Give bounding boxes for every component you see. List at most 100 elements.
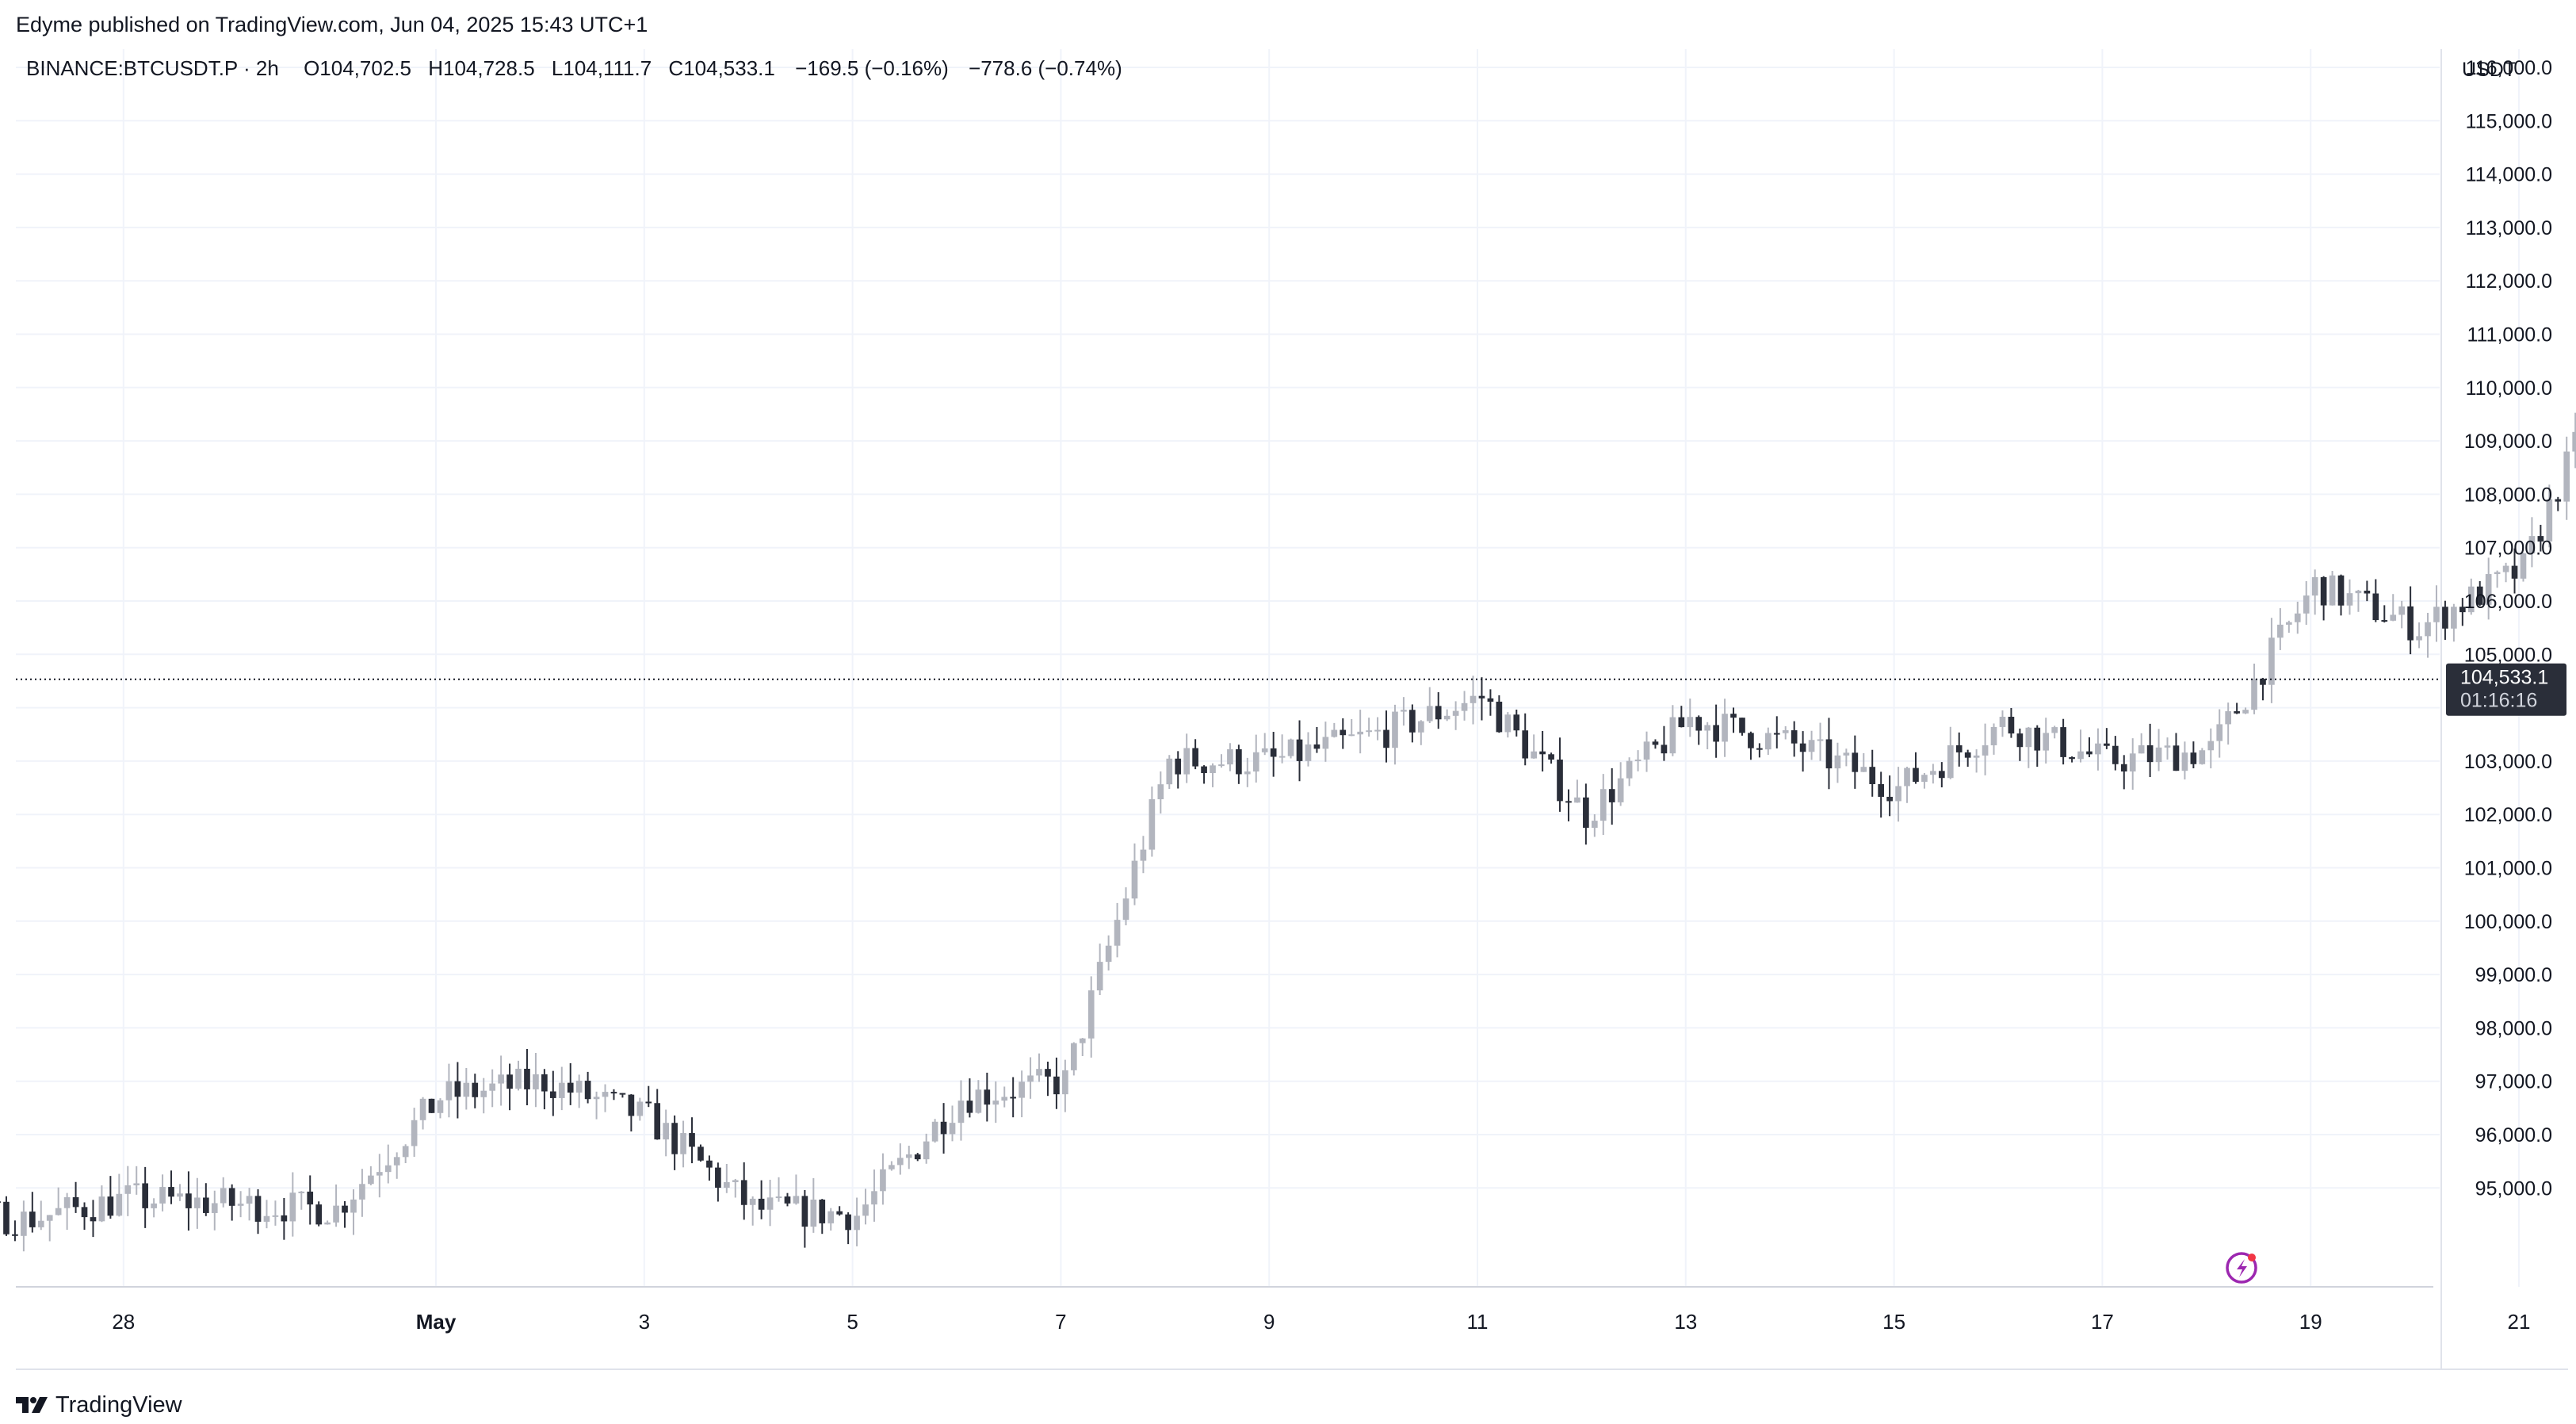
candle-up	[1227, 749, 1233, 765]
candle-up	[1210, 765, 1216, 773]
candle-up	[437, 1100, 444, 1113]
candle-down	[2190, 752, 2197, 764]
candle-down	[1661, 745, 1668, 754]
candle-up	[2311, 576, 2318, 596]
candle-up	[2329, 575, 2336, 606]
candle-up	[575, 1081, 583, 1093]
candle-up	[21, 1212, 27, 1236]
candle-up	[880, 1169, 886, 1192]
candle-up	[1990, 726, 1997, 745]
price-tick-label: 115,000.0	[2466, 110, 2552, 132]
time-axis[interactable]: 242628May357911131517192123252729Jun357	[0, 1310, 2576, 1334]
candle-down	[1478, 695, 1485, 699]
candle-up	[827, 1211, 835, 1223]
candle-up	[2051, 727, 2058, 733]
candle-up	[1669, 717, 1676, 754]
time-tick-label: 15	[1882, 1310, 1905, 1334]
chart-area[interactable]: 95,000.0 96,000.0 97,000.0 98,000.0 99,000.0…	[0, 41, 2576, 1377]
candle-up	[393, 1157, 400, 1166]
candle-up	[1947, 745, 1954, 779]
candle-up	[124, 1185, 132, 1194]
price-tick-label: 97,000.0	[2475, 1071, 2552, 1093]
candle-up	[854, 1215, 860, 1231]
candle-up	[2225, 711, 2232, 725]
footer: TradingView	[16, 1389, 182, 1421]
candle-down	[671, 1123, 678, 1154]
candle-up	[1973, 755, 1980, 758]
candle-up	[723, 1181, 730, 1188]
candle-up	[2355, 590, 2362, 594]
flash-icon[interactable]	[2226, 1252, 2257, 1284]
legend-high: 104,728.5	[443, 56, 535, 80]
candle-up	[246, 1196, 253, 1204]
candle-down	[819, 1199, 826, 1223]
candle-up	[1036, 1069, 1042, 1076]
candle-up	[55, 1208, 62, 1215]
candle-down	[1496, 701, 1503, 733]
candle-up	[1357, 731, 1364, 735]
legend-symbol: BINANCE:BTCUSDT.P · 2h	[26, 56, 279, 80]
candle-down	[1878, 783, 1885, 797]
candle-down	[541, 1074, 548, 1092]
candle-down	[428, 1098, 435, 1113]
candle-down	[1955, 745, 1963, 752]
candle-down	[610, 1092, 617, 1094]
candle-up	[905, 1154, 912, 1158]
candle-down	[1565, 801, 1572, 803]
candle-down	[142, 1183, 149, 1208]
candle-up	[1531, 751, 1538, 759]
candle-up	[1574, 797, 1580, 803]
candle-up	[445, 1081, 453, 1101]
candle-down	[0, 1201, 1, 1204]
candle-up	[2346, 593, 2353, 606]
candle-up	[2467, 586, 2475, 613]
time-tick-label: 7	[1055, 1310, 1066, 1334]
candle-down	[185, 1193, 192, 1208]
candle-up	[2563, 451, 2570, 502]
candle-up	[498, 1074, 504, 1084]
candle-up	[1895, 786, 1901, 802]
price-tick-label: 114,000.0	[2466, 164, 2552, 186]
candle-down	[801, 1196, 808, 1227]
candle-up	[116, 1193, 123, 1216]
candle-up	[1764, 733, 1771, 750]
candle-up	[1131, 860, 1138, 899]
candle-down	[524, 1068, 530, 1089]
candle-down	[698, 1146, 704, 1161]
publish-info: Edyme published on TradingView.com, Jun …	[16, 13, 648, 36]
candle-up	[1443, 715, 1450, 720]
candle-up	[2095, 743, 2101, 755]
candle-up	[1687, 717, 1694, 728]
candle-up	[871, 1191, 877, 1205]
chart-svg[interactable]: 95,000.0 96,000.0 97,000.0 98,000.0 99,000.0…	[0, 41, 2576, 1377]
candle-up	[896, 1158, 904, 1166]
candle-up	[1087, 990, 1095, 1039]
candle-down	[315, 1204, 323, 1225]
candle-up	[463, 1082, 470, 1097]
time-tick-label: 21	[2508, 1310, 2531, 1334]
price-tick-label: 110,000.0	[2466, 377, 2552, 400]
candle-up	[1930, 771, 1936, 775]
candle-up	[133, 1183, 140, 1185]
candle-up	[1366, 730, 1372, 733]
last-price-value: 104,533.1	[2460, 667, 2548, 689]
candle-up	[2425, 622, 2431, 637]
candle-down	[2112, 745, 2119, 764]
price-axis[interactable]: 95,000.0 96,000.0 97,000.0 98,000.0 99,000.0…	[2464, 57, 2552, 1200]
candle-up	[402, 1146, 409, 1158]
candle-down	[1713, 725, 1719, 742]
candle-down	[472, 1082, 479, 1097]
price-tick-label: 99,000.0	[2475, 964, 2552, 986]
time-tick-label: 19	[2299, 1310, 2322, 1334]
candle-up	[1643, 741, 1650, 760]
candle-up	[376, 1172, 383, 1176]
candle-up	[2155, 747, 2162, 763]
candle-up	[98, 1196, 105, 1222]
candle-up	[237, 1204, 244, 1206]
candle-down	[2407, 606, 2414, 641]
candle-down	[1045, 1069, 1051, 1077]
candle-up	[2398, 606, 2406, 615]
currency-label[interactable]: USDT	[2462, 59, 2516, 81]
candle-up	[1722, 714, 1728, 742]
candle-up	[1634, 760, 1642, 762]
